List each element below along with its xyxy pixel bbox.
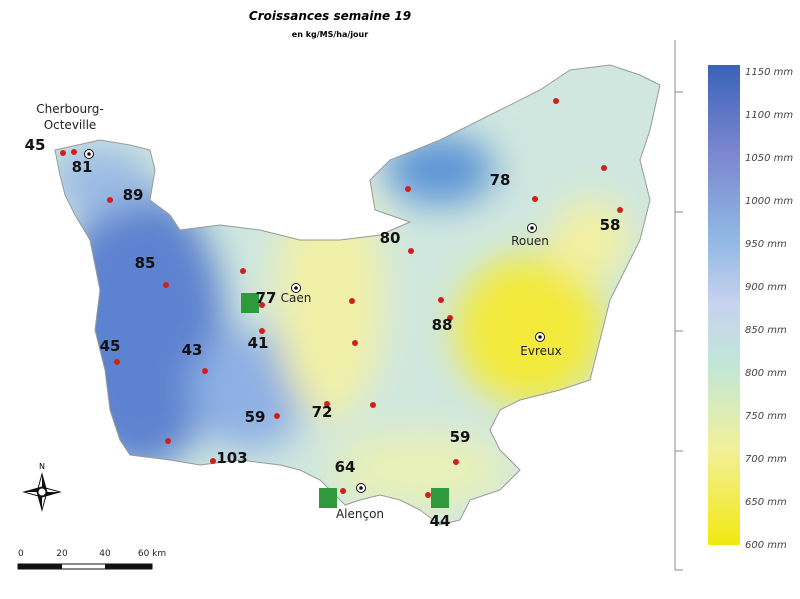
sample-point (240, 268, 246, 274)
sample-point (405, 186, 411, 192)
scale-label: 0 (18, 549, 24, 559)
legend-bar (708, 65, 740, 545)
city-label: Rouen (511, 234, 549, 248)
organic-badge (241, 293, 259, 313)
sample-point (352, 340, 358, 346)
sample-point (202, 368, 208, 374)
growth-value: 59 (450, 428, 471, 446)
city-marker (87, 152, 91, 156)
growth-value: 41 (248, 334, 269, 352)
growth-value: 59 (245, 408, 266, 426)
city-label: Caen (281, 291, 312, 305)
growth-value: 85 (135, 254, 156, 272)
sample-point (107, 197, 113, 203)
organic-badge (319, 488, 337, 508)
city-label: Octeville (44, 118, 97, 132)
sample-point (71, 149, 77, 155)
sample-point (210, 458, 216, 464)
sample-point (438, 297, 444, 303)
growth-value: 45 (100, 337, 121, 355)
sample-point (259, 328, 265, 334)
legend-label: 1150 mm (745, 67, 793, 78)
sample-point (447, 315, 453, 321)
sample-point (165, 438, 171, 444)
legend-label: 800 mm (745, 368, 787, 379)
sample-point (601, 165, 607, 171)
growth-value: 77 (256, 289, 277, 307)
growth-value: 81 (72, 158, 93, 176)
legend-label: 850 mm (745, 325, 787, 336)
organic-badge (431, 488, 449, 508)
city-marker (359, 486, 363, 490)
sample-point (163, 282, 169, 288)
city-label: Cherbourg- (36, 102, 104, 116)
scale-bar (105, 564, 152, 569)
growth-value: 58 (600, 216, 621, 234)
legend-label: 650 mm (745, 497, 787, 508)
growth-value: 80 (380, 229, 401, 247)
scale-label: 60 km (138, 549, 166, 559)
legend-label: 1000 mm (745, 196, 793, 207)
legend-label: 700 mm (745, 454, 787, 465)
legend-label: 750 mm (745, 411, 787, 422)
growth-value: 72 (312, 403, 333, 421)
sample-point (324, 401, 330, 407)
legend-label: 1100 mm (745, 110, 793, 121)
subtitle: en kg/MS/ha/jour (292, 30, 368, 39)
growth-value: 43 (182, 341, 203, 359)
growth-value: 78 (490, 171, 511, 189)
city-marker (530, 226, 534, 230)
city-marker (538, 335, 542, 339)
sample-point (60, 150, 66, 156)
sample-point (274, 413, 280, 419)
sample-point (553, 98, 559, 104)
scale-bar (18, 564, 62, 569)
sample-point (114, 359, 120, 365)
city-marker (294, 286, 298, 290)
growth-value: 45 (25, 136, 46, 154)
city-label: Evreux (520, 344, 561, 358)
sample-point (617, 207, 623, 213)
legend-label: 950 mm (745, 239, 787, 250)
scale-label: 40 (99, 549, 111, 559)
growth-value: 89 (123, 186, 144, 204)
sample-point (340, 488, 346, 494)
sample-point (408, 248, 414, 254)
legend-label: 600 mm (745, 540, 787, 551)
growth-value: 103 (216, 449, 247, 467)
scale-label: 20 (56, 549, 68, 559)
growth-value: 64 (335, 458, 356, 476)
sample-point (532, 196, 538, 202)
growth-value: 88 (432, 316, 453, 334)
compass-label: N (39, 462, 45, 471)
legend-label: 900 mm (745, 282, 787, 293)
sample-point (370, 402, 376, 408)
sample-point (453, 459, 459, 465)
sample-point (425, 492, 431, 498)
city-label: Alençon (336, 507, 384, 521)
frame-ticks (675, 91, 683, 571)
sample-point (349, 298, 355, 304)
legend-label: 1050 mm (745, 153, 793, 164)
title: Croissances semaine 19 (249, 9, 411, 23)
sample-point (259, 302, 265, 308)
compass (22, 472, 62, 512)
growth-value: 44 (430, 512, 451, 530)
